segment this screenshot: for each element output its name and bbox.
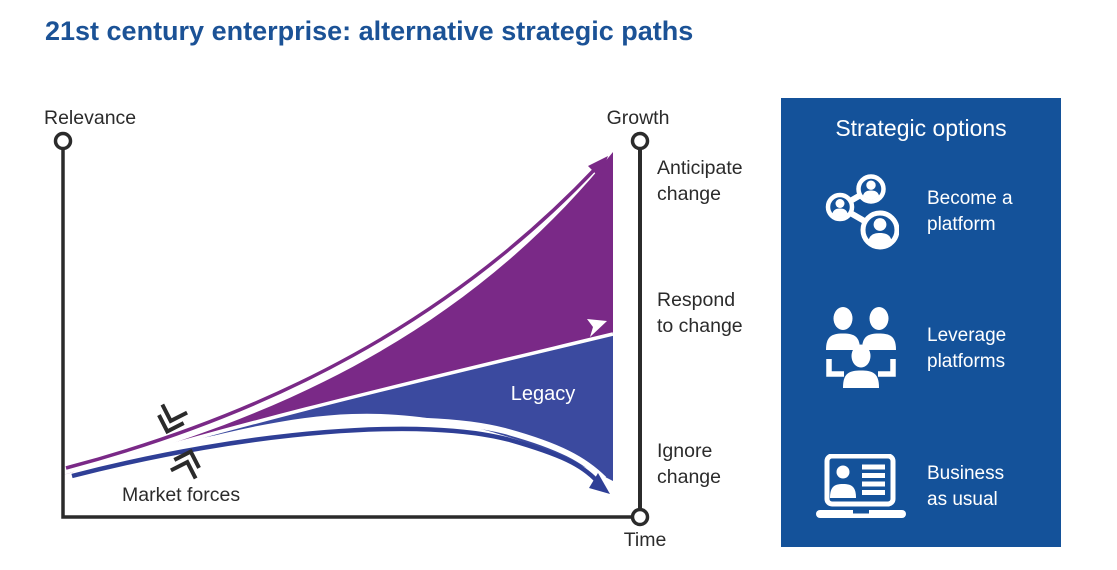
relevance-time-axes: [61, 149, 632, 519]
market-forces-chevron-up-icon: [170, 448, 201, 480]
legacy-label: Legacy: [511, 383, 576, 405]
anticipate-arrowhead: [588, 156, 608, 178]
ignore-gap: [74, 417, 607, 482]
panel-title: Strategic options: [835, 115, 1007, 141]
legacy-wedge: [63, 335, 613, 481]
option-label-line1: Business: [927, 463, 1005, 484]
anticipate-arrow: [65, 166, 598, 470]
option-become-a-platform: Become a platform: [781, 164, 1061, 260]
relevance-axis-node: [53, 131, 73, 151]
network-platform-icon: [825, 174, 899, 250]
page-title: 21st century enterprise: alternative str…: [45, 16, 694, 46]
ignore-label-line2: change: [657, 466, 721, 488]
option-label-line1: Leverage: [927, 325, 1007, 346]
ignore-arrowhead: [589, 473, 610, 494]
anticipate-label-line2: change: [657, 183, 721, 205]
market-forces-label: Market forces: [122, 484, 240, 506]
option-label-line1: Become a: [927, 188, 1013, 209]
relevance-label: Relevance: [44, 107, 136, 129]
option-label-line2: platforms: [927, 351, 1006, 372]
laptop-person-icon: [816, 454, 906, 518]
strategic-options-panel: Strategic options: [781, 98, 1061, 547]
option-label-line2: as usual: [927, 489, 998, 510]
growth-label: Growth: [607, 107, 670, 129]
market-forces-chevron-down-icon: [157, 403, 188, 435]
respond-arrowhead: [587, 319, 607, 337]
anticipate-wedge: [63, 152, 613, 475]
growth-top-node: [630, 131, 650, 151]
time-corner-node: [630, 507, 650, 527]
option-label-line2: platform: [927, 214, 996, 235]
time-label: Time: [624, 529, 667, 551]
strategy-diagram: Relevance Growth Time Anticipate change …: [44, 107, 743, 551]
option-business-as-usual: Business as usual: [781, 450, 1061, 524]
respond-label-line1: Respond: [657, 289, 735, 311]
anticipate-label-line1: Anticipate: [657, 157, 743, 179]
option-leverage-platforms: Leverage platforms: [781, 302, 1061, 396]
ignore-label-line1: Ignore: [657, 440, 712, 462]
people-group-icon: [826, 307, 896, 388]
respond-label-line2: to change: [657, 315, 743, 337]
